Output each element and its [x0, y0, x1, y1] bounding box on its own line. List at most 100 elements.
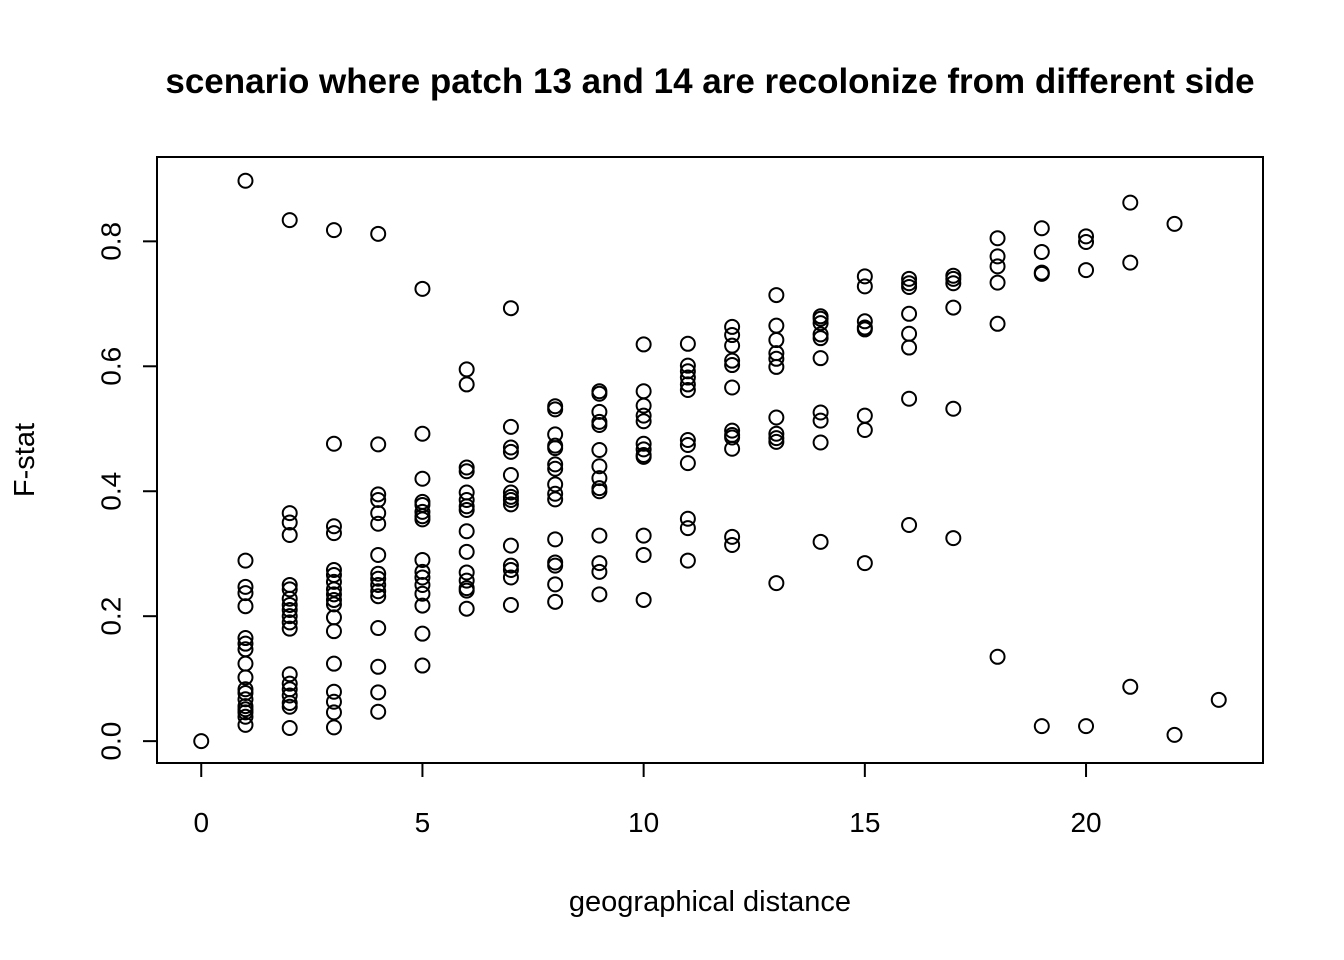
data-point	[635, 336, 652, 353]
data-point	[325, 704, 342, 721]
data-point	[281, 614, 298, 631]
data-point	[679, 437, 696, 454]
data-point	[679, 432, 696, 449]
data-point	[1166, 726, 1183, 743]
data-point	[812, 404, 829, 421]
data-point	[281, 698, 298, 715]
data-point	[724, 318, 741, 335]
data-point	[1078, 718, 1095, 735]
data-point	[724, 440, 741, 457]
data-point	[989, 248, 1006, 265]
data-point	[237, 635, 254, 652]
data-point	[547, 460, 564, 477]
data-point	[1033, 220, 1050, 237]
data-point	[1033, 243, 1050, 260]
data-point	[901, 278, 918, 295]
data-point	[591, 413, 608, 430]
data-point	[237, 552, 254, 569]
data-point	[237, 655, 254, 672]
data-point	[370, 565, 387, 582]
data-point	[901, 305, 918, 322]
data-point	[635, 448, 652, 465]
data-point	[281, 514, 298, 531]
data-point	[591, 586, 608, 603]
data-point	[281, 675, 298, 692]
data-point	[768, 287, 785, 304]
data-point	[679, 455, 696, 472]
data-point	[370, 505, 387, 522]
data-point	[901, 339, 918, 356]
data-point	[370, 620, 387, 637]
data-point	[1166, 215, 1183, 232]
data-point	[1078, 262, 1095, 279]
x-axis-label: geographical distance	[569, 886, 851, 918]
data-point	[458, 572, 475, 589]
data-point	[591, 458, 608, 475]
data-point	[458, 501, 475, 518]
data-point	[325, 609, 342, 626]
data-point	[458, 564, 475, 581]
data-point	[945, 530, 962, 547]
y-axis-label: F-stat	[9, 423, 41, 497]
data-point	[547, 491, 564, 508]
data-point	[591, 442, 608, 459]
data-point	[281, 590, 298, 607]
data-point	[724, 422, 741, 439]
y-tick-label: 0.2	[96, 597, 127, 636]
data-point	[502, 439, 519, 456]
data-point	[547, 398, 564, 415]
data-point	[370, 588, 387, 605]
data-point	[370, 546, 387, 563]
data-point	[547, 554, 564, 571]
data-point	[989, 258, 1006, 275]
data-point	[679, 520, 696, 537]
data-point	[591, 483, 608, 500]
data-point	[635, 397, 652, 414]
data-point	[768, 317, 785, 334]
data-point	[502, 537, 519, 554]
data-point	[458, 600, 475, 617]
data-point	[945, 400, 962, 417]
data-point	[281, 526, 298, 543]
data-point	[812, 533, 829, 550]
data-point	[856, 321, 873, 338]
data-point	[502, 300, 519, 317]
data-point	[502, 418, 519, 435]
data-point	[281, 601, 298, 618]
data-point	[325, 435, 342, 452]
data-point	[370, 658, 387, 675]
data-point	[237, 598, 254, 615]
x-axis: 0 5 10 15 20	[193, 762, 1102, 838]
data-point	[768, 575, 785, 592]
data-point	[945, 270, 962, 287]
data-point	[281, 505, 298, 522]
data-point	[281, 608, 298, 625]
data-point	[237, 716, 254, 733]
data-point	[1033, 265, 1050, 282]
data-point	[856, 555, 873, 572]
data-point	[325, 525, 342, 542]
y-tick-label: 0.0	[96, 722, 127, 761]
data-point	[414, 569, 431, 586]
data-point	[502, 569, 519, 586]
data-point	[724, 327, 741, 344]
data-point	[370, 225, 387, 242]
data-point	[945, 299, 962, 316]
data-point	[591, 417, 608, 434]
data-point	[325, 591, 342, 608]
y-tick-label: 0.6	[96, 347, 127, 386]
data-point	[768, 350, 785, 367]
data-point	[856, 278, 873, 295]
data-point	[989, 230, 1006, 247]
data-point	[547, 576, 564, 593]
data-point	[591, 555, 608, 572]
data-point	[901, 270, 918, 287]
data-point	[325, 693, 342, 710]
data-point	[370, 703, 387, 720]
data-point	[812, 310, 829, 327]
data-point	[989, 648, 1006, 665]
data-point	[325, 518, 342, 535]
data-point	[1078, 233, 1095, 250]
data-point	[414, 551, 431, 568]
